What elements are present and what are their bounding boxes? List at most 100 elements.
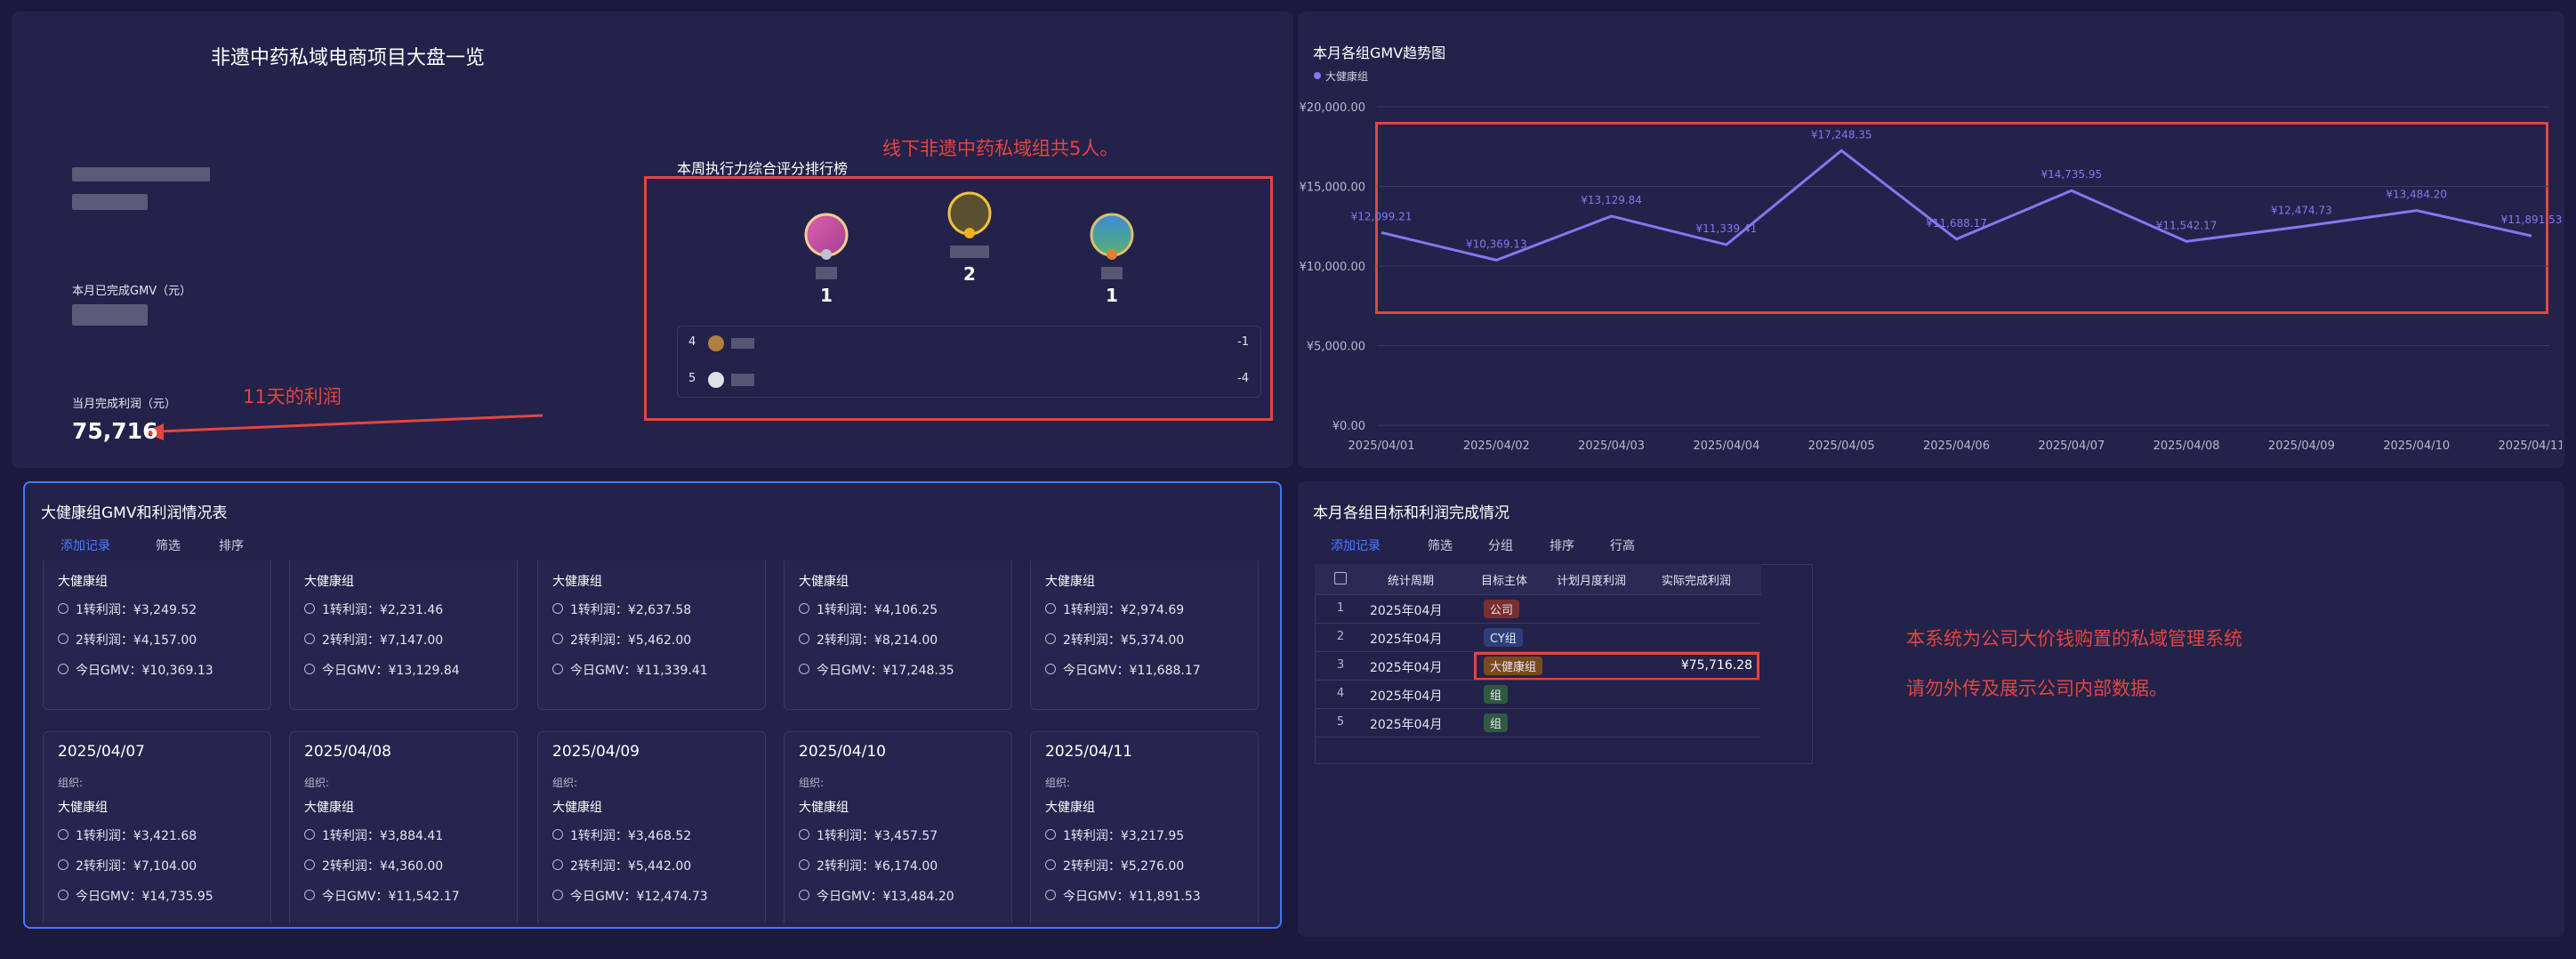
toolbar-button[interactable]: 分组 bbox=[1488, 539, 1513, 553]
card-group: 大健康组 bbox=[58, 575, 108, 589]
annotation: 11天的利润 bbox=[243, 386, 342, 407]
card-line: 2转利润：¥4,360.00 bbox=[322, 859, 444, 874]
icon bbox=[799, 859, 809, 870]
toolbar-button[interactable]: 行高 bbox=[1610, 539, 1635, 553]
card[interactable]: 大健康组 1转利润：¥2,231.46 2转利润：¥7,147.00 今日GMV：¥1… bbox=[289, 560, 518, 710]
annotation: 本系统为公司大价钱购置的私域管理系统 bbox=[1906, 628, 2242, 649]
card[interactable]: 2025/04/10 组织: 大健康组 1转利润：¥3,457.57 2转利润：¥6,1… bbox=[784, 731, 1012, 923]
rank: 5 bbox=[688, 372, 696, 385]
card-date: 2025/04/11 bbox=[1045, 743, 1132, 761]
card-line: 今日GMV：¥17,248.35 bbox=[817, 664, 954, 678]
icon bbox=[58, 603, 68, 614]
field-label: 组织: bbox=[799, 777, 825, 789]
toolbar-button[interactable]: 排序 bbox=[1550, 539, 1574, 553]
card-line: 1转利润：¥3,884.41 bbox=[322, 829, 444, 843]
highlight-box bbox=[1375, 122, 2548, 314]
icon bbox=[58, 664, 68, 674]
card[interactable]: 2025/04/09 组织: 大健康组 1转利润：¥3,468.52 2转利润：¥5,4… bbox=[537, 731, 766, 923]
card-line: 今日GMV：¥11,688.17 bbox=[1063, 664, 1201, 678]
tag: 组 bbox=[1484, 685, 1509, 704]
score: -1 bbox=[1237, 335, 1249, 349]
card-line: 1转利润：¥3,249.52 bbox=[76, 603, 197, 617]
kpi-value: 75,716 bbox=[72, 418, 158, 444]
field-label: 组织: bbox=[304, 777, 330, 789]
card[interactable]: 大健康组 1转利润：¥2,637.58 2转利润：¥5,462.00 今日GMV：¥1… bbox=[537, 560, 766, 710]
icon bbox=[304, 859, 315, 870]
icon bbox=[799, 603, 809, 614]
card-date: 2025/04/08 bbox=[304, 743, 391, 761]
column-header: 计划月度利润 bbox=[1557, 575, 1627, 588]
field-label: 组织: bbox=[58, 777, 84, 789]
icon bbox=[552, 829, 563, 840]
highlight-box bbox=[644, 176, 1273, 421]
icon bbox=[58, 859, 68, 870]
row bbox=[1316, 624, 1760, 652]
toolbar-button[interactable]: 添加记录 bbox=[1331, 539, 1381, 553]
card-line: 2转利润：¥5,276.00 bbox=[1063, 859, 1185, 874]
card[interactable]: 大健康组 1转利润：¥2,974.69 2转利润：¥5,374.00 今日GMV：¥1… bbox=[1030, 560, 1259, 710]
card-line: 1转利润：¥4,106.25 bbox=[817, 603, 938, 617]
ranking-list bbox=[677, 326, 1261, 398]
cell: 2025年04月 bbox=[1370, 718, 1443, 732]
cell: 2025年04月 bbox=[1370, 633, 1443, 647]
row-index: 1 bbox=[1336, 601, 1345, 615]
card-line: 2转利润：¥5,462.00 bbox=[570, 633, 692, 648]
card-line: 今日GMV：¥11,891.53 bbox=[1063, 890, 1201, 904]
highlight-box bbox=[1474, 652, 1759, 681]
icon bbox=[58, 829, 68, 840]
toolbar-button[interactable]: 筛选 bbox=[156, 539, 181, 553]
tag: CY组 bbox=[1484, 628, 1523, 647]
ranking-title: 本周执行力综合评分排行榜 bbox=[677, 160, 849, 177]
podium-score: 1 bbox=[1106, 285, 1118, 306]
toolbar-button[interactable]: 排序 bbox=[219, 539, 244, 553]
column-header: 实际完成利润 bbox=[1662, 575, 1732, 588]
card-line: 2转利润：¥6,174.00 bbox=[817, 859, 938, 874]
blurred-text bbox=[72, 194, 148, 210]
toolbar-button[interactable]: 添加记录 bbox=[60, 539, 110, 553]
card-date: 2025/04/10 bbox=[799, 743, 886, 761]
row-index: 5 bbox=[1336, 715, 1345, 729]
card[interactable]: 2025/04/08 组织: 大健康组 1转利润：¥3,884.41 2转利润：¥4,3… bbox=[289, 731, 518, 923]
toolbar-button[interactable]: 筛选 bbox=[1428, 539, 1453, 553]
icon bbox=[1045, 664, 1056, 674]
icon bbox=[304, 603, 315, 614]
icon bbox=[799, 829, 809, 840]
row bbox=[1316, 709, 1760, 737]
icon bbox=[552, 859, 563, 870]
card-line: 1转利润：¥2,231.46 bbox=[322, 603, 444, 617]
card-group: 大健康组 bbox=[799, 801, 849, 815]
card-grid: 大健康组 1转利润：¥3,249.52 2转利润：¥4,157.00 今日GMV：¥1… bbox=[36, 560, 1272, 923]
tag: 大健康组 bbox=[1484, 657, 1543, 675]
column-header: 统计周期 bbox=[1388, 575, 1435, 588]
icon bbox=[58, 633, 68, 644]
card-group: 大健康组 bbox=[1045, 801, 1095, 815]
kpi-label: 当月完成利润（元） bbox=[72, 398, 177, 411]
card-line: 今日GMV：¥12,474.73 bbox=[570, 890, 708, 904]
row-index: 3 bbox=[1336, 658, 1345, 672]
chart-title: 本月各组GMV趋势图 bbox=[1313, 44, 1446, 61]
podium-score: 1 bbox=[820, 285, 833, 306]
card[interactable]: 大健康组 1转利润：¥3,249.52 2转利润：¥4,157.00 今日GMV：¥1… bbox=[43, 560, 271, 710]
card[interactable]: 2025/04/11 组织: 大健康组 1转利润：¥3,217.95 2转利润：¥5,2… bbox=[1030, 731, 1259, 923]
table-header bbox=[1315, 564, 1761, 595]
card-line: 1转利润：¥3,457.57 bbox=[817, 829, 938, 843]
card[interactable]: 大健康组 1转利润：¥4,106.25 2转利润：¥8,214.00 今日GMV：¥1… bbox=[784, 560, 1012, 710]
row bbox=[1316, 681, 1760, 709]
goal-table-panel bbox=[1298, 481, 2564, 937]
tag: 组 bbox=[1484, 713, 1509, 732]
card-group: 大健康组 bbox=[1045, 575, 1095, 589]
card[interactable]: 2025/04/07 组织: 大健康组 1转利润：¥3,421.68 2转利润：¥7,1… bbox=[43, 731, 271, 923]
overview-panel bbox=[12, 12, 1293, 468]
icon bbox=[58, 890, 68, 900]
kpi-label: 本月已完成GMV（元） bbox=[72, 285, 192, 298]
table-title: 本月各组目标和利润完成情况 bbox=[1313, 504, 1509, 522]
icon bbox=[1045, 829, 1056, 840]
card-line: 今日GMV：¥13,484.20 bbox=[817, 890, 954, 904]
row bbox=[1316, 652, 1760, 681]
blurred-text bbox=[72, 167, 210, 181]
row-index: 2 bbox=[1336, 630, 1345, 643]
table-title: 大健康组GMV和利润情况表 bbox=[41, 504, 228, 522]
card-line: 1转利润：¥2,637.58 bbox=[570, 603, 692, 617]
tag: 公司 bbox=[1484, 600, 1520, 618]
